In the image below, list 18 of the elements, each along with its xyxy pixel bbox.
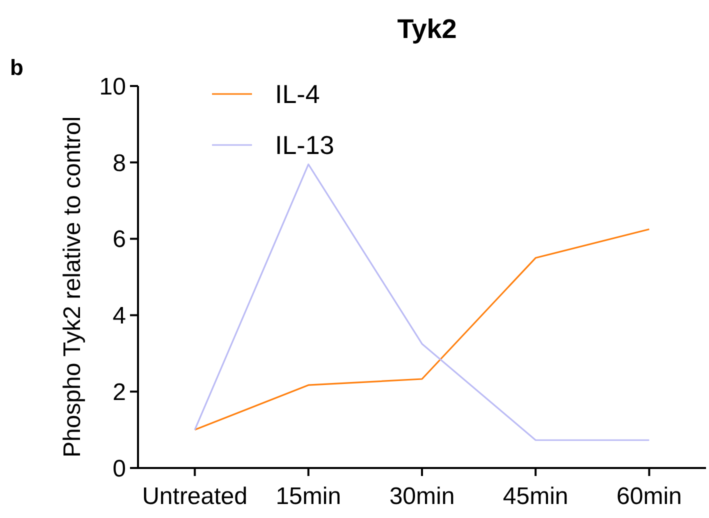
y-axis-title: Phospho Tyk2 relative to control [59,116,86,458]
x-tick-label: 30min [389,483,455,510]
x-tick-label: 45min [502,483,568,510]
y-tick-label: 10 [99,73,126,100]
line-series [194,164,650,441]
line-series [194,228,650,431]
text: b [10,55,24,80]
legend-label: IL-13 [275,130,334,160]
y-tick-label: 4 [112,302,126,330]
y-tick-label: 0 [112,455,126,482]
y-tick-label: 2 [112,379,126,406]
y-tick-label: 6 [112,226,126,254]
chart-title: Tyk2 [397,14,457,44]
x-tick-label: 60min [616,483,682,510]
y-tick-label: 8 [112,150,126,177]
legend-label: IL-4 [275,79,320,110]
x-tick-label: 15min [276,483,342,510]
x-tick-label: Untreated [142,483,248,510]
